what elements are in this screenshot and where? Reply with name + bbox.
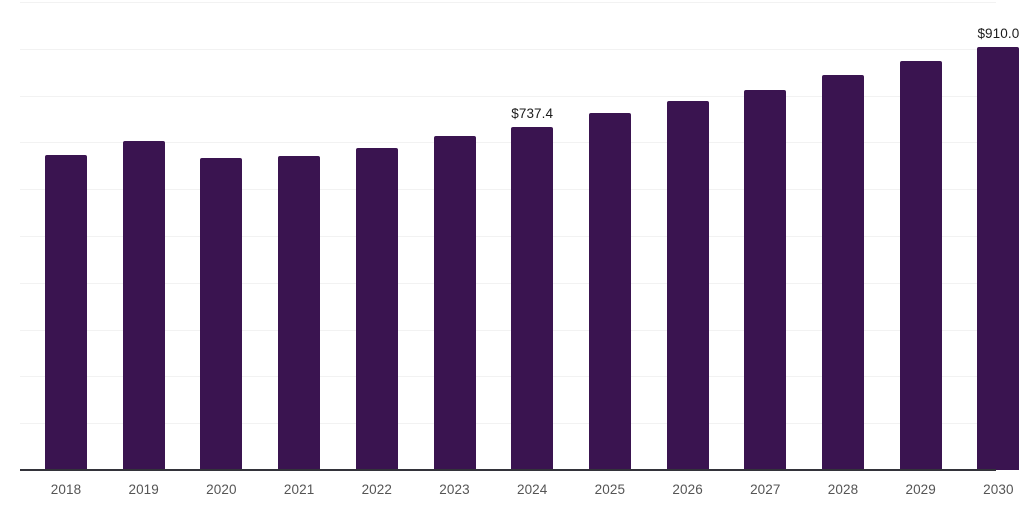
bar[interactable] xyxy=(200,158,243,470)
gridline xyxy=(20,423,996,424)
x-tick-label: 2021 xyxy=(283,482,315,497)
gridline xyxy=(20,49,996,50)
bar[interactable] xyxy=(278,156,321,470)
x-axis-tick-labels: 2018 2019 2020 2021 2022 2023 2024 2025 2026 2027… xyxy=(0,0,1024,497)
x-tick-label: 2029 xyxy=(905,482,936,497)
x-tick-label: 2026 xyxy=(672,482,703,497)
gridline xyxy=(20,189,996,190)
x-tick-label: 2025 xyxy=(594,482,626,497)
gridline xyxy=(20,2,996,3)
bar[interactable] xyxy=(433,136,476,470)
x-tick-label: 2027 xyxy=(750,482,781,497)
gridline xyxy=(20,376,996,377)
bar[interactable] xyxy=(822,74,864,470)
x-tick-label: 2019 xyxy=(128,482,159,497)
plot-area: $737.4 $910.0 xyxy=(20,2,1020,471)
bar-value-label: $737.4 xyxy=(511,106,554,122)
bar[interactable] xyxy=(666,101,709,470)
x-tick-label: 2023 xyxy=(439,482,470,497)
bar[interactable] xyxy=(45,155,87,470)
gridline xyxy=(20,283,996,284)
bar[interactable] xyxy=(977,47,1020,470)
x-tick-label: 2018 xyxy=(50,482,82,497)
x-tick-label: 2022 xyxy=(361,482,393,497)
x-tick-label: 2024 xyxy=(516,482,548,497)
bar[interactable] xyxy=(899,60,942,470)
gridline xyxy=(20,96,996,97)
bar[interactable] xyxy=(355,148,398,470)
gridline xyxy=(20,236,996,237)
x-tick-label: 2028 xyxy=(827,482,859,497)
bar[interactable] xyxy=(744,89,787,470)
bar[interactable] xyxy=(511,127,554,470)
bar[interactable] xyxy=(588,113,631,470)
gridline xyxy=(20,142,996,143)
bar[interactable] xyxy=(122,141,165,470)
x-tick-label: 2030 xyxy=(983,482,1014,497)
bar-value-label: $910.0 xyxy=(977,26,1020,42)
gridline xyxy=(20,330,996,331)
x-axis-line xyxy=(20,469,996,471)
x-tick-label: 2020 xyxy=(206,482,237,497)
